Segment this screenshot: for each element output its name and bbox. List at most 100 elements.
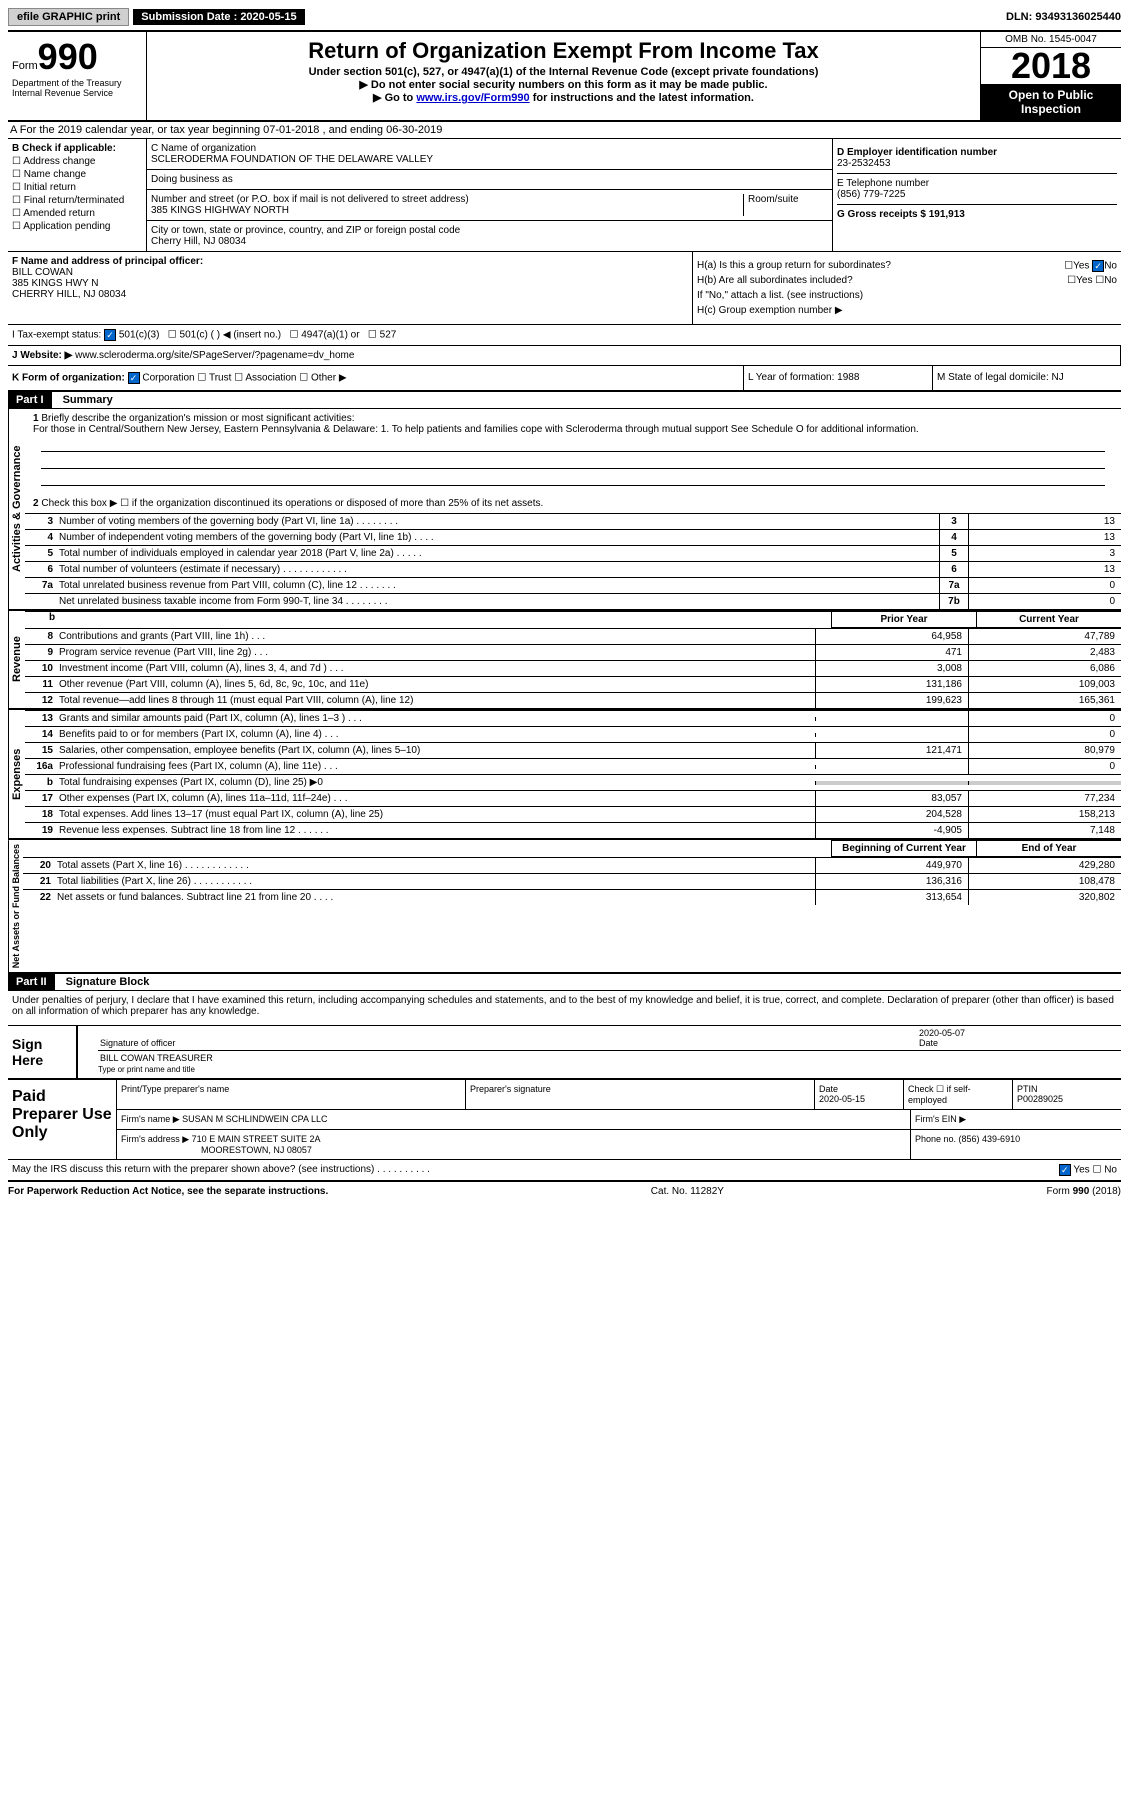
footer-mid: Cat. No. 11282Y [651,1186,724,1197]
f-label: F Name and address of principal officer: [12,256,688,267]
org-addr: 385 KINGS HIGHWAY NORTH [151,205,743,216]
name-column: C Name of organizationSCLERODERMA FOUNDA… [147,139,833,251]
year-box: OMB No. 1545-0047 2018 Open to Public In… [980,32,1121,120]
j-label: J Website: ▶ [12,350,72,361]
declaration: Under penalties of perjury, I declare th… [8,991,1121,1021]
firm-name: SUSAN M SCHLINDWEIN CPA LLC [182,1114,327,1124]
self-employed-check: Check ☐ if self-employed [904,1080,1013,1109]
dba: Doing business as [147,170,832,190]
net-line: 22Net assets or fund balances. Subtract … [23,889,1121,905]
main-title: Return of Organization Exempt From Incom… [151,38,976,64]
part2-header: Part II Signature Block [8,974,1121,991]
beginning-header: Beginning of Current Year [831,840,976,857]
open-public: Open to Public Inspection [981,84,1121,120]
gov-line: 3Number of voting members of the governi… [25,513,1121,529]
check-item[interactable]: ☐ Amended return [12,208,142,219]
website-url: www.scleroderma.org/site/SPageServer/?pa… [75,350,354,361]
gov-line: 4Number of independent voting members of… [25,529,1121,545]
prep-date-label: Date [819,1084,838,1094]
rev-line: 9Program service revenue (Part VIII, lin… [25,644,1121,660]
subtitle-2: ▶ Do not enter social security numbers o… [151,78,976,91]
addr-label: Number and street (or P.O. box if mail i… [151,194,743,205]
governance-section: Activities & Governance 1 Briefly descri… [8,409,1121,611]
officer-name: BILL COWAN [12,267,688,278]
ptin-label: PTIN [1017,1084,1038,1094]
c-label: C Name of organization [151,143,828,154]
phone-label: E Telephone number [837,178,1117,189]
submission-date: Submission Date : 2020-05-15 [133,9,304,25]
firm-addr-label: Firm's address ▶ [121,1134,189,1144]
preparer-sig-label: Preparer's signature [466,1080,815,1109]
efile-btn[interactable]: efile GRAPHIC print [8,8,129,26]
check-title: B Check if applicable: [12,143,142,154]
sign-here-label: Sign Here [8,1026,76,1078]
expenses-section: Expenses 13Grants and similar amounts pa… [8,710,1121,840]
check-column: B Check if applicable: ☐ Address change ☐… [8,139,147,251]
check-item[interactable]: ☐ Address change [12,156,142,167]
gov-line: 5Total number of individuals employed in… [25,545,1121,561]
sig-date-label: Date [919,1038,938,1048]
part1-header: Part I Summary [8,392,1121,409]
irs-link[interactable]: www.irs.gov/Form990 [416,92,529,104]
hb-note: If "No," attach a list. (see instruction… [697,290,1117,301]
i-label: I Tax-exempt status: [12,330,101,341]
signer-name: BILL COWAN TREASURER [100,1053,213,1063]
preparer-label: Paid Preparer Use Only [8,1080,117,1159]
discuss-text: May the IRS discuss this return with the… [12,1164,1059,1176]
footer-right: Form 990 (2018) [1047,1186,1121,1197]
gov-line: 6Total number of volunteers (estimate if… [25,561,1121,577]
footer-left: For Paperwork Reduction Act Notice, see … [8,1186,328,1197]
hb-label: H(b) Are all subordinates included? [697,275,853,286]
print-name-label: Print/Type preparer's name [117,1080,466,1109]
exp-line: bTotal fundraising expenses (Part IX, co… [25,774,1121,790]
gov-line: 7aTotal unrelated business revenue from … [25,577,1121,593]
status-row: I Tax-exempt status: 501(c)(3) ☐ 501(c) … [8,325,1121,346]
prior-year-header: Prior Year [831,611,976,628]
expenses-label: Expenses [8,710,25,838]
header: Form990 Department of the Treasury Inter… [8,30,1121,122]
rev-line: 11Other revenue (Part VIII, column (A), … [25,676,1121,692]
exp-line: 19Revenue less expenses. Subtract line 1… [25,822,1121,838]
prep-date-val: 2020-05-15 [819,1094,865,1104]
ein-val: 23-2532453 [837,158,1117,169]
exp-line: 15Salaries, other compensation, employee… [25,742,1121,758]
sign-here-row: Sign Here Signature of officer 2020-05-0… [8,1025,1121,1079]
check-item[interactable]: ☐ Final return/terminated [12,195,142,206]
ptin-val: P00289025 [1017,1094,1063,1104]
exp-line: 18Total expenses. Add lines 13–17 (must … [25,806,1121,822]
firm-city: MOORESTOWN, NJ 08057 [121,1145,312,1155]
revenue-section: Revenue b Prior Year Current Year 8Contr… [8,611,1121,710]
end-year-header: End of Year [976,840,1121,857]
dln: DLN: 93493136025440 [1006,11,1121,23]
firm-addr: 710 E MAIN STREET SUITE 2A [192,1134,321,1144]
discuss-row: May the IRS discuss this return with the… [8,1159,1121,1182]
part1-tag: Part I [8,392,52,408]
discuss-yes[interactable] [1059,1164,1071,1176]
activities-label: Activities & Governance [8,409,25,609]
check-item[interactable]: ☐ Name change [12,169,142,180]
line2: Check this box ▶ ☐ if the organization d… [41,498,543,509]
firm-phone: Phone no. (856) 439-6910 [911,1130,1121,1159]
netassets-section: Net Assets or Fund Balances Beginning of… [8,840,1121,974]
top-bar: efile GRAPHIC print Submission Date : 20… [8,8,1121,26]
form-org-row: K Form of organization: Corporation ☐ Tr… [8,366,1121,392]
part1-title: Summary [55,392,121,408]
dept: Department of the Treasury Internal Reve… [12,78,142,98]
netassets-label: Net Assets or Fund Balances [8,840,23,972]
exp-line: 16aProfessional fundraising fees (Part I… [25,758,1121,774]
ein-column: D Employer identification number23-25324… [833,139,1121,251]
check-item[interactable]: ☐ Initial return [12,182,142,193]
exp-line: 13Grants and similar amounts paid (Part … [25,710,1121,726]
part2-title: Signature Block [58,974,158,990]
officer-left: F Name and address of principal officer:… [8,252,693,324]
org-city: Cherry Hill, NJ 08034 [151,236,828,247]
no-checkbox[interactable] [1092,260,1104,272]
firm-ein-label: Firm's EIN ▶ [911,1110,1121,1129]
state-domicile: M State of legal domicile: NJ [933,366,1121,390]
corp-checkbox[interactable] [128,372,140,384]
501c3-checkbox[interactable] [104,329,116,341]
check-item[interactable]: ☐ Application pending [12,221,142,232]
net-line: 20Total assets (Part X, line 16) . . . .… [23,857,1121,873]
line1-label: Briefly describe the organization's miss… [41,413,354,424]
ha-label: H(a) Is this a group return for subordin… [697,260,891,271]
